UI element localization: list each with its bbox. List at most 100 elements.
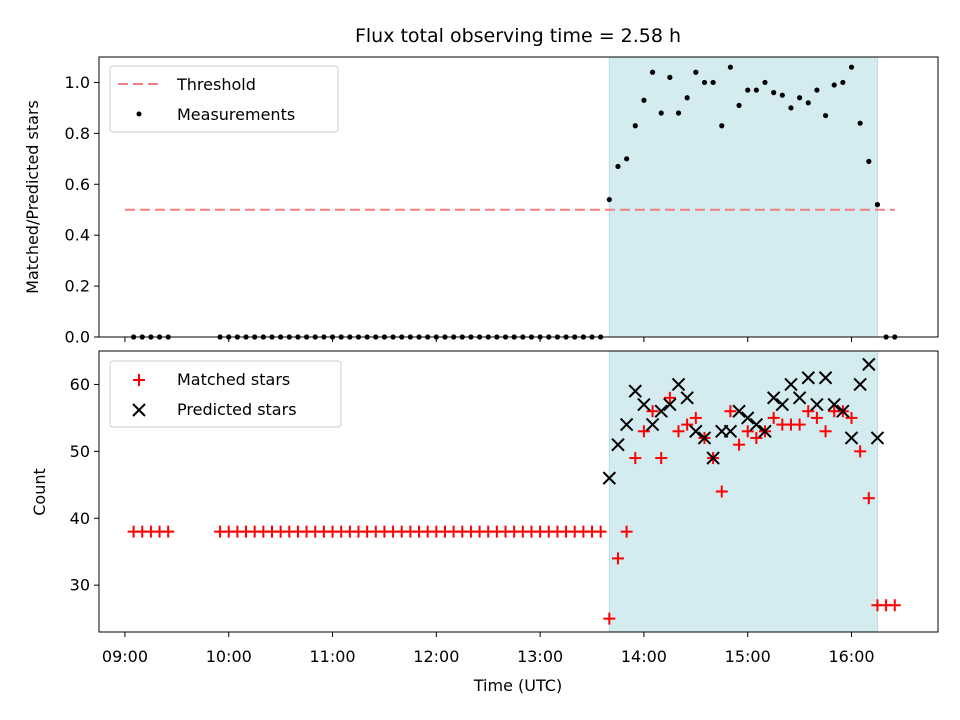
x-tick-label: 12:00 [413, 647, 459, 666]
y-tick-label: 40 [70, 509, 90, 528]
predicted-star-point [775, 397, 790, 412]
legend-matched-label: Matched stars [177, 370, 290, 389]
legend-predicted-label: Predicted stars [177, 400, 297, 419]
matched-star-point [733, 438, 746, 451]
x-axis-label: Time (UTC) [473, 676, 562, 695]
legend-measurements-swatch [136, 111, 142, 117]
predicted-star-point [732, 404, 746, 418]
measurement-point [632, 123, 638, 129]
matched-star-point [854, 445, 867, 458]
predicted-star-point [862, 357, 876, 372]
measurement-point [745, 87, 751, 93]
measurement-point [866, 158, 872, 164]
measurement-point [771, 90, 777, 96]
top-legend: Threshold Measurements [109, 65, 339, 133]
x-tick-label: 14:00 [621, 647, 667, 666]
chart-title: Flux total observing time = 2.58 h [355, 25, 681, 47]
top-y-axis-label: Matched/Predicted stars [23, 100, 42, 294]
x-tick-label: 10:00 [206, 647, 252, 666]
measurement-point [788, 105, 794, 111]
legend-threshold-label: Threshold [176, 75, 256, 94]
matched-star-point [672, 425, 685, 438]
predicted-star-point [602, 471, 617, 485]
matched-star-point [646, 405, 659, 418]
predicted-star-point [818, 371, 833, 385]
measurement-point [822, 112, 829, 119]
matched-star-point [750, 431, 763, 444]
measurement-point [779, 92, 785, 98]
y-tick-label: 0.8 [65, 124, 90, 143]
measurement-point [615, 163, 621, 170]
predicted-star-point [663, 397, 677, 412]
measurement-point [805, 100, 811, 106]
measurement-point [814, 87, 820, 93]
predicted-star-point [689, 424, 703, 438]
bottom-legend: Matched stars Predicted stars [109, 360, 342, 428]
matched-star-point [629, 452, 642, 465]
matched-star-point [663, 391, 676, 404]
predicted-star-point [671, 377, 686, 392]
bottom-panel: 30 40 50 60 09:00 10:00 11:00 12:00 13:00 14:00 15… [30, 350, 939, 695]
measurement-point [624, 156, 630, 162]
legend-matched-swatch [133, 374, 145, 386]
bottom-y-axis-label: Count [30, 468, 49, 516]
measurement-point [667, 74, 673, 80]
measurement-point [641, 97, 647, 103]
y-tick-label: 0.2 [65, 277, 90, 296]
measurement-point [736, 102, 742, 108]
measurement-point [675, 110, 682, 116]
measurement-point [710, 79, 716, 86]
y-tick-label: 0.0 [65, 328, 90, 347]
matched-star-point [611, 552, 624, 565]
matched-star-point [689, 411, 702, 424]
bottom-axes-frame [98, 350, 939, 633]
predicted-star-point [706, 451, 720, 465]
predicted-star-point [801, 371, 815, 385]
top-axes-frame [98, 56, 939, 338]
matched-star-point [655, 452, 668, 465]
matched-star-point [845, 411, 858, 424]
predicted-star-point [792, 391, 807, 405]
matched-star-point [603, 612, 616, 625]
x-tick-label: 15:00 [725, 647, 771, 666]
matched-star-point [810, 411, 823, 424]
predicted-star-point [827, 397, 841, 412]
predicted-star-point [619, 417, 634, 432]
matched-star-point [620, 525, 633, 538]
matched-star-point [802, 405, 815, 418]
matched-star-point [793, 418, 806, 431]
measurement-point [727, 64, 734, 70]
measurement-point [649, 69, 656, 75]
matched-star-point [888, 599, 901, 612]
x-tick-label: 11:00 [309, 647, 355, 666]
bottom-highlight-span [608, 350, 878, 633]
predicted-star-point [654, 404, 668, 418]
predicted-star-point [758, 424, 772, 438]
matched-star-point [594, 525, 607, 538]
predicted-star-point [844, 431, 859, 445]
bottom-legend-box [109, 360, 342, 428]
measurement-point [857, 120, 863, 126]
y-tick-label: 60 [70, 375, 90, 394]
y-tick-label: 30 [70, 576, 90, 595]
x-tick-label: 16:00 [828, 647, 874, 666]
predicted-star-point [723, 424, 738, 438]
matched-star-point [767, 411, 780, 424]
predicted-star-point [784, 377, 798, 392]
predicted-star-point [870, 431, 885, 445]
predicted-star-point [766, 391, 781, 405]
predicted-star-point [810, 397, 824, 412]
matched-star-point [681, 418, 694, 431]
legend-predicted-swatch [132, 403, 146, 417]
predicted-star-point [853, 377, 867, 392]
measurement-point [658, 110, 664, 116]
top-legend-box [109, 65, 339, 133]
legend-measurements-label: Measurements [177, 105, 295, 124]
x-tick-label: 13:00 [517, 647, 563, 666]
predicted-star-point [680, 391, 694, 405]
x-tick-label: 09:00 [102, 647, 148, 666]
predicted-star-point [697, 431, 712, 445]
measurement-point [701, 79, 708, 86]
matched-star-point [715, 485, 728, 498]
